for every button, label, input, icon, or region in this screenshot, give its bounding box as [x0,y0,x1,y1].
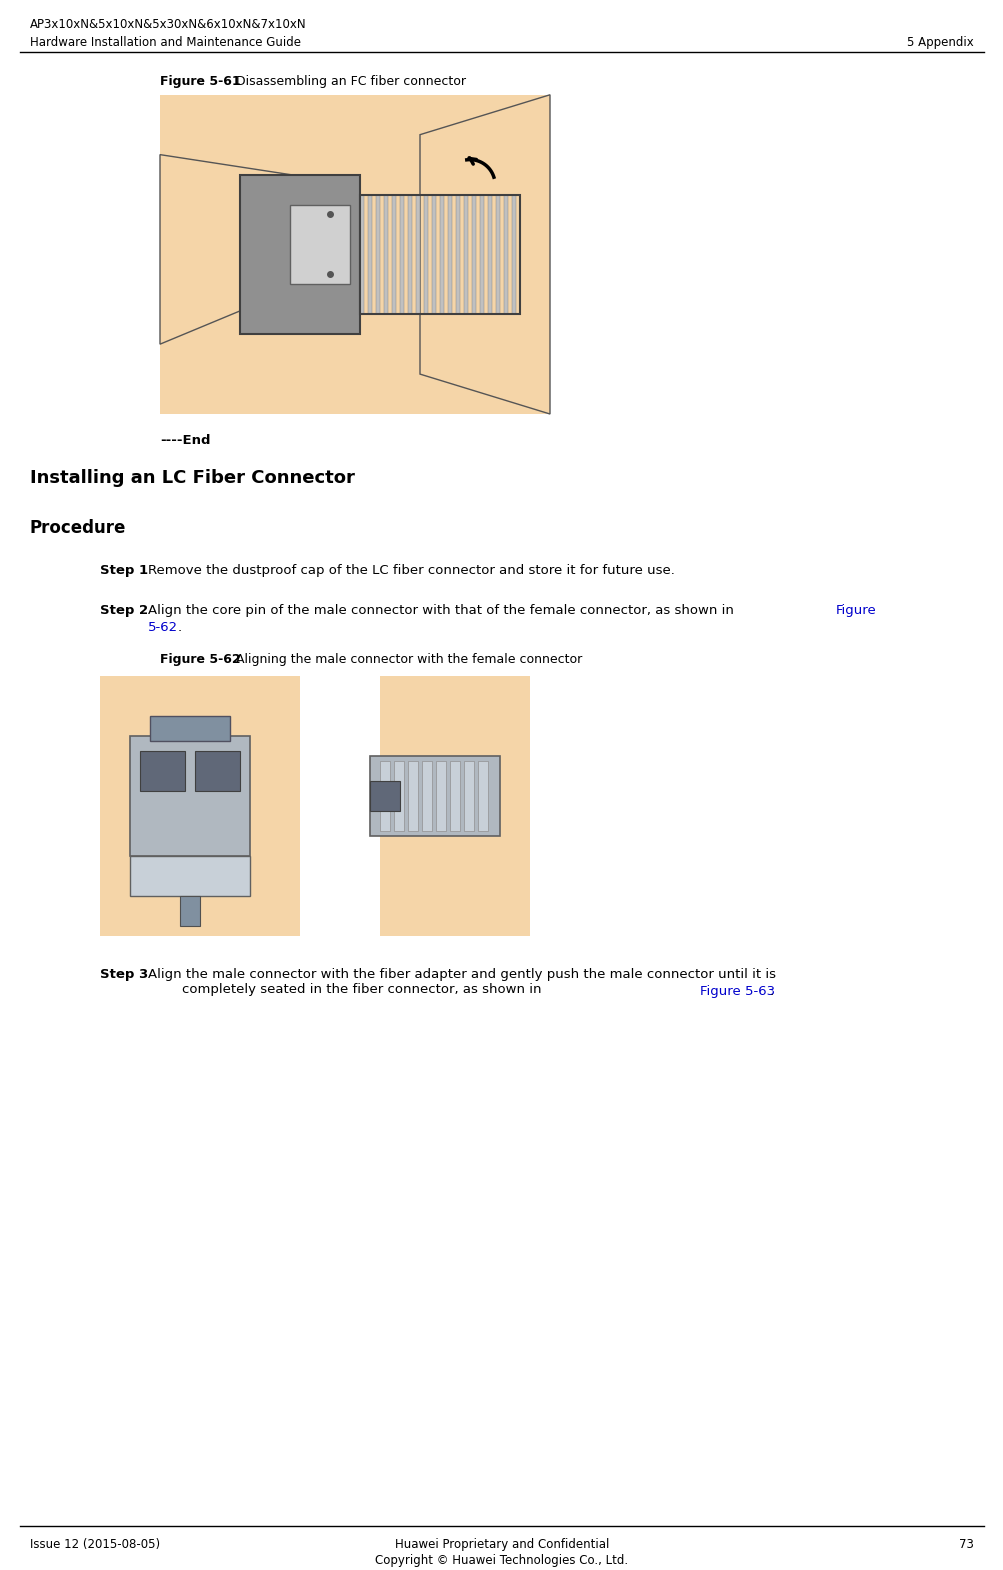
Text: 73: 73 [958,1539,973,1551]
Bar [487,195,491,314]
Bar [100,677,300,936]
Bar [407,195,411,314]
Text: Remove the dustproof cap of the LC fiber connector and store it for future use.: Remove the dustproof cap of the LC fiber… [147,564,674,576]
Text: Align the core pin of the male connector with that of the female connector, as s: Align the core pin of the male connector… [147,603,737,617]
Bar [471,195,475,314]
Text: Disassembling an FC fiber connector: Disassembling an FC fiber connector [232,75,465,88]
Polygon shape [159,154,290,344]
Bar [391,195,395,314]
Bar [370,782,399,812]
Text: Step 2: Step 2 [100,603,148,617]
Bar [393,761,403,831]
Bar [512,195,516,314]
Bar [455,195,459,314]
Bar [463,761,473,831]
Bar [240,174,360,334]
Bar [376,195,379,314]
Text: Copyright © Huawei Technologies Co., Ltd.: Copyright © Huawei Technologies Co., Ltd… [375,1554,628,1567]
Bar [180,896,200,926]
Text: Huawei Proprietary and Confidential: Huawei Proprietary and Confidential [394,1539,609,1551]
Bar [159,94,550,414]
Bar [383,195,387,314]
Bar [407,761,417,831]
Text: Procedure: Procedure [30,518,126,537]
Polygon shape [419,94,550,414]
Bar [290,204,350,284]
Bar [435,761,445,831]
Bar [379,761,389,831]
Bar [439,195,443,314]
Bar [129,736,250,856]
Text: Figure: Figure [835,603,876,617]
Text: Installing an LC Fiber Connector: Installing an LC Fiber Connector [30,469,354,487]
Bar [370,757,499,835]
Bar [149,716,230,741]
Bar [100,677,530,936]
Text: 5-62: 5-62 [147,620,178,634]
Text: 5 Appendix: 5 Appendix [907,36,973,49]
Text: Issue 12 (2015-08-05): Issue 12 (2015-08-05) [30,1539,159,1551]
Bar [479,195,483,314]
Text: Hardware Installation and Maintenance Guide: Hardware Installation and Maintenance Gu… [30,36,301,49]
Bar [495,195,499,314]
Bar [449,761,459,831]
Text: Aligning the male connector with the female connector: Aligning the male connector with the fem… [232,653,582,666]
Text: .: . [769,984,773,997]
Bar [368,195,372,314]
Bar [504,195,508,314]
Bar [129,856,250,896]
Bar [379,677,530,936]
Bar [415,195,419,314]
Bar [423,195,427,314]
Text: Figure 5-62: Figure 5-62 [159,653,241,666]
Bar [447,195,451,314]
Text: .: . [178,620,182,634]
Bar [360,195,364,314]
Text: Step 3: Step 3 [100,967,148,981]
Text: Align the male connector with the fiber adapter and gently push the male connect: Align the male connector with the fiber … [147,967,775,995]
Text: Step 1: Step 1 [100,564,148,576]
Bar [431,195,435,314]
Bar [399,195,403,314]
Bar [477,761,487,831]
Text: Figure 5-61: Figure 5-61 [159,75,241,88]
Bar [139,750,185,791]
Bar [360,195,520,314]
Bar [195,750,240,791]
Text: ----End: ----End [159,433,211,447]
Bar [300,677,379,936]
Text: AP3x10xN&5x10xN&5x30xN&6x10xN&7x10xN: AP3x10xN&5x10xN&5x30xN&6x10xN&7x10xN [30,17,306,31]
Bar [463,195,467,314]
Text: Figure 5-63: Figure 5-63 [699,984,774,997]
Bar [421,761,431,831]
